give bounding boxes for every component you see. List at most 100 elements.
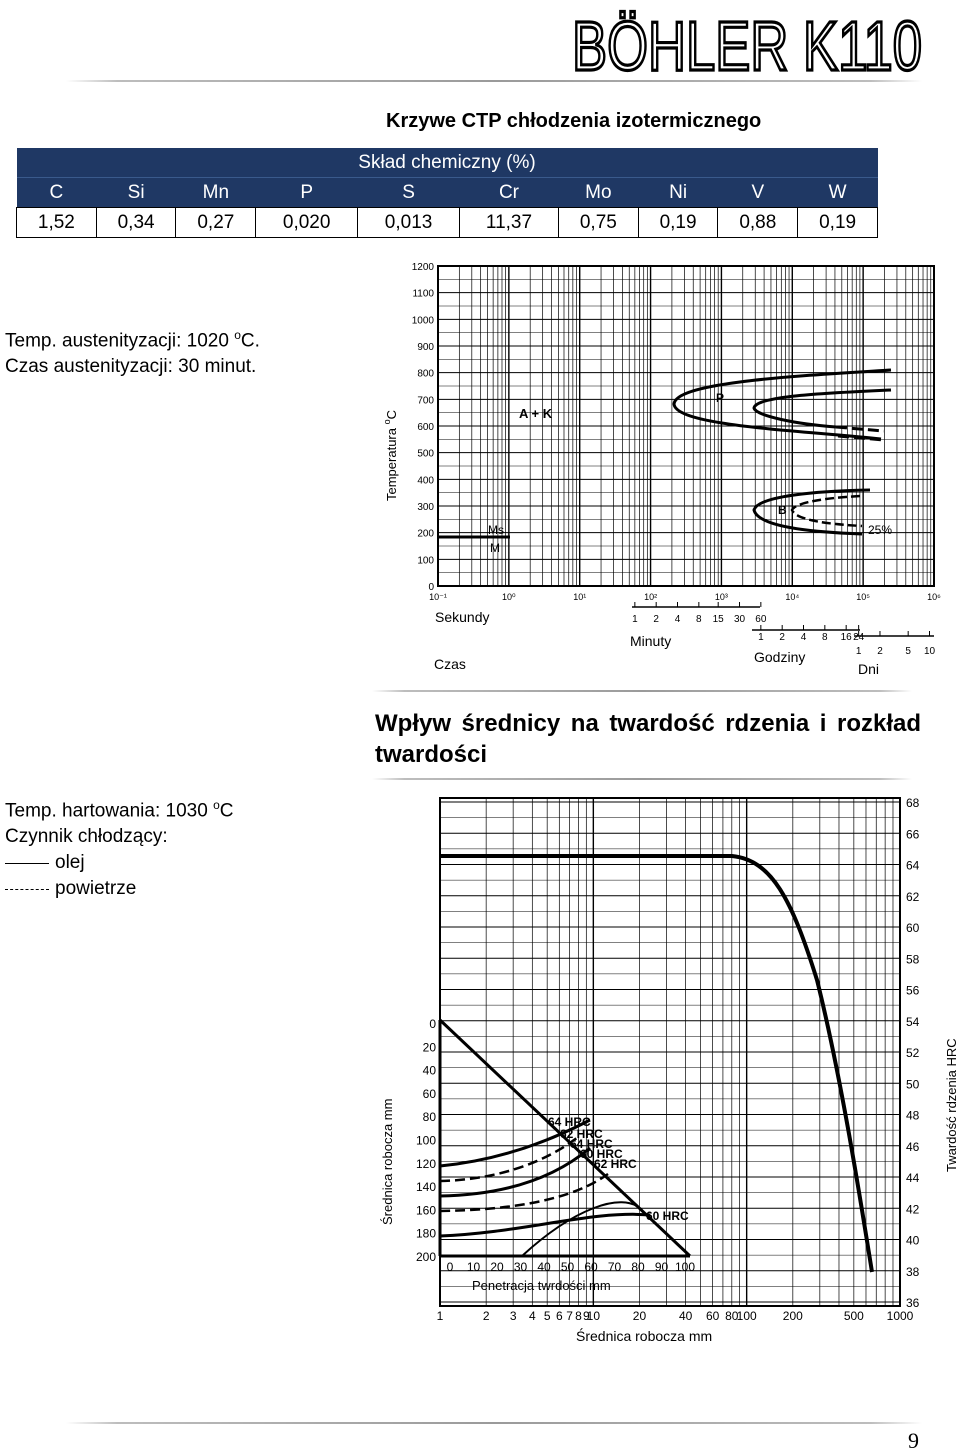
- diameter-tick-label: 0: [429, 1017, 436, 1031]
- ttt-hour-label: 8: [822, 632, 828, 643]
- logo-text: BÖHLER K110: [572, 7, 922, 80]
- ttt-day-label: 2: [877, 646, 883, 657]
- ttt-pearlite-dashed-curve: [835, 425, 885, 442]
- penetration-tick-label: 60: [584, 1260, 598, 1274]
- ttt-day-label: 1: [856, 646, 862, 657]
- ttt-y-tick-label: 500: [417, 449, 434, 460]
- ttt-y-tick-label: 900: [417, 342, 434, 353]
- diameter-tick-label: 40: [423, 1064, 437, 1078]
- nomogram-curve-64-air: [439, 1146, 591, 1198]
- dashed-line-swatch: [5, 888, 49, 890]
- penetration-tick-label: 40: [537, 1260, 551, 1274]
- hrc-tick-label: 60: [906, 921, 920, 935]
- bottom-tick-label: 9: [583, 1309, 590, 1323]
- element-cell: Si: [96, 177, 176, 208]
- ttt-y-tick-label: 200: [417, 529, 434, 540]
- diameter-tick-label: 20: [423, 1040, 437, 1054]
- ttt-y-axis-label: Temperatura oC: [382, 410, 399, 501]
- ttt-hour-label: 16: [841, 632, 853, 643]
- value-cell: 0,75: [557, 207, 639, 238]
- hrc-tick-label: 40: [906, 1234, 920, 1248]
- hrc-tick-label: 68: [906, 796, 920, 810]
- hrc-tick-label: 42: [906, 1202, 920, 1216]
- ttt-hours-label: Godziny: [754, 649, 805, 665]
- element-cell: Cr: [459, 177, 559, 208]
- hardening-notes: Temp. hartowania: 1030 oC Czynnik chłodz…: [5, 792, 234, 902]
- ttt-x-ticks: 10⁻¹ 10⁰ 10¹ 10² 10³ 10⁴ 10⁵ 10⁶: [429, 592, 941, 602]
- bottom-tick-label: 8: [575, 1309, 582, 1323]
- ttt-x-tick-label: 10⁴: [785, 592, 799, 602]
- element-cell: Ni: [638, 177, 718, 208]
- nomogram-curve-extra: [521, 1201, 643, 1257]
- ttt-pearlite-finish-curve: [752, 388, 892, 429]
- penetration-tick-label: 0: [447, 1260, 454, 1274]
- curve-label: 64 HRC: [570, 1137, 613, 1151]
- hrc-tick-label: 54: [906, 1015, 920, 1029]
- hrc-tick-label: 64: [906, 859, 920, 873]
- ttt-minute-label: 8: [696, 614, 702, 625]
- curve-label: 62 HRC: [560, 1127, 603, 1141]
- value-cell: 0,27: [175, 207, 257, 238]
- bottom-tick-label: 7: [566, 1309, 573, 1323]
- diameter-tick-label: 140: [416, 1180, 436, 1194]
- value-cell: 0,34: [95, 207, 177, 238]
- bottom-tick-label: 2: [483, 1309, 490, 1323]
- diameter-tick-label: 100: [416, 1134, 436, 1148]
- curve-label: 60 HRC: [580, 1147, 623, 1161]
- ttt-minute-label: 30: [734, 614, 746, 625]
- hrc-tick-label: 48: [906, 1109, 920, 1123]
- penetration-tick-label: 10: [467, 1260, 481, 1274]
- ttt-minutes-ticks: 1 2 4 8 15 30 60: [632, 602, 767, 625]
- legend-oil: olej: [5, 850, 234, 876]
- solid-line-swatch: [5, 862, 49, 864]
- core-hardness-curve: [440, 854, 874, 1273]
- value-cell: 1,52: [16, 207, 97, 238]
- degree-sup: o: [234, 328, 241, 342]
- ttt-x-tick-label: 10³: [715, 592, 728, 602]
- ttt-minute-label: 15: [713, 614, 725, 625]
- hardening-temp-text: Temp. hartowania: 1030: [5, 800, 214, 822]
- ttt-x-tick-label: 10⁻¹: [429, 592, 447, 602]
- ttt-bainite-start-curve: [752, 488, 871, 536]
- composition-table: Skład chemiczny (%) C Si Mn P S Cr Mo Ni…: [16, 148, 878, 238]
- ttt-grid: [437, 265, 935, 587]
- ttt-minute-label: 2: [653, 614, 659, 625]
- ttt-minute-label: 1: [632, 614, 638, 625]
- hrc-tick-label: 36: [906, 1296, 920, 1310]
- bottom-tick-label: 5: [544, 1309, 551, 1323]
- ttt-day-label: 5: [905, 646, 911, 657]
- hrc-tick-label: 62: [906, 890, 920, 904]
- ttt-hour-label: 1: [758, 632, 764, 643]
- element-cell: W: [797, 177, 878, 208]
- element-cell: S: [357, 177, 460, 208]
- element-cell: Mo: [558, 177, 639, 208]
- ttt-label-p: P: [716, 391, 724, 405]
- legend-air-text: powietrze: [55, 878, 137, 900]
- ttt-x-tick-label: 10⁰: [502, 592, 516, 602]
- temp-unit: C: [219, 800, 234, 822]
- ttt-x-tick-label: 10⁶: [927, 592, 941, 602]
- ctp-title: Krzywe CTP chłodzenia izotermicznego: [386, 110, 762, 132]
- austenitization-time: Czas austenityzacji: 30 minut.: [5, 356, 257, 378]
- nomogram-curve-64-oil: [439, 1118, 591, 1168]
- bohler-logo: BÖHLER K110: [570, 5, 923, 80]
- ttt-days-label: Dni: [858, 661, 879, 677]
- bottom-tick-label: 60: [706, 1309, 720, 1323]
- bottom-tick-label: 10: [587, 1309, 601, 1323]
- ttt-x-tick-label: 10⁵: [856, 592, 870, 602]
- value-cell: 0,19: [797, 207, 878, 238]
- diameter-tick-label: 120: [416, 1157, 436, 1171]
- footer-rule: [66, 1422, 922, 1424]
- hrc-tick-label: 56: [906, 984, 920, 998]
- diameter-ticks: 0 20 40 60 80 100 120 140 160 180 200: [416, 1017, 436, 1264]
- left-axis-label: Średnica robocza mm: [380, 1099, 395, 1225]
- diameter-tick-label: 200: [416, 1250, 436, 1264]
- bottom-tick-label: 200: [783, 1309, 803, 1323]
- nomogram-curve-62-air: [439, 1136, 579, 1183]
- bottom-tick-label: 6: [556, 1309, 563, 1323]
- composition-values-row: 1,52 0,34 0,27 0,020 0,013 11,37 0,75 0,…: [16, 207, 878, 238]
- penetration-tick-label: 20: [490, 1260, 504, 1274]
- ttt-y-tick-label: 0: [428, 582, 434, 593]
